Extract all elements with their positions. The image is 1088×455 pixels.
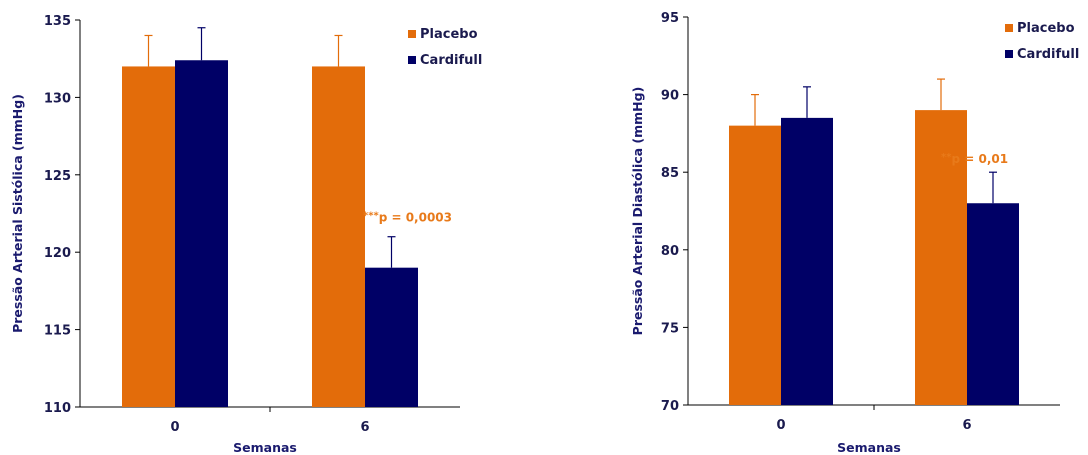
x-axis-title: Semanas <box>233 440 297 455</box>
significance-stars: ** <box>941 152 952 163</box>
legend-label: Placebo <box>1017 21 1075 36</box>
bar <box>967 203 1019 405</box>
bar <box>729 125 781 405</box>
y-tick-label: 80 <box>661 244 679 259</box>
chart-1: 110 115 120 125 130 135 0 6 ***p = 0,0003 Semanas… <box>10 14 482 455</box>
bar <box>365 267 418 407</box>
x-tick-label: 0 <box>170 420 179 435</box>
chart-2: 70 75 80 85 90 95 0 6 **p = 0,01 Semanas Pressão A… <box>630 11 1079 455</box>
legend-swatch <box>1005 24 1013 32</box>
bar <box>122 66 175 407</box>
y-tick-label: 125 <box>44 169 71 184</box>
p-value-label: p = 0,0003 <box>379 211 452 225</box>
significance-annotation: ***p = 0,0003 <box>363 211 452 225</box>
x-tick-label: 0 <box>776 418 785 433</box>
bar <box>312 66 365 407</box>
y-tick-label: 120 <box>44 246 71 261</box>
y-tick-label: 110 <box>44 401 71 416</box>
significance-stars: *** <box>363 211 379 222</box>
y-tick-label: 135 <box>44 14 71 29</box>
p-value-label: p = 0,01 <box>951 152 1008 166</box>
y-axis-title: Pressão Arterial Diastólica (mmHg) <box>630 87 645 336</box>
bar <box>781 117 833 405</box>
y-tick-label: 95 <box>661 11 679 26</box>
legend-label: Cardifull <box>420 53 482 68</box>
y-tick-label: 75 <box>661 321 679 336</box>
x-tick-label: 6 <box>962 418 971 433</box>
legend-swatch <box>408 56 416 64</box>
bar <box>915 110 967 406</box>
significance-annotation: **p = 0,01 <box>941 152 1008 166</box>
x-axis-title: Semanas <box>837 440 901 455</box>
legend-label: Placebo <box>420 27 478 42</box>
y-axis-title: Pressão Arterial Sistólica (mmHg) <box>10 94 25 333</box>
y-tick-label: 90 <box>661 89 679 104</box>
bar <box>175 60 228 408</box>
legend-swatch <box>408 30 416 38</box>
x-tick-label: 6 <box>360 420 369 435</box>
legend-swatch <box>1005 50 1013 58</box>
y-tick-label: 70 <box>661 399 679 414</box>
legend-label: Cardifull <box>1017 47 1079 62</box>
y-tick-label: 85 <box>661 166 679 181</box>
y-tick-label: 130 <box>44 91 71 106</box>
y-tick-label: 115 <box>44 324 71 339</box>
